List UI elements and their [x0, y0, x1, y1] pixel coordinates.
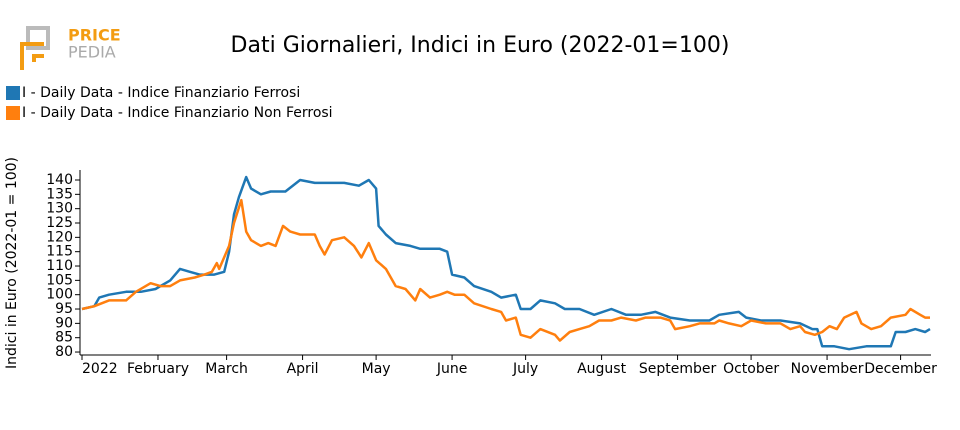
x-tick-label: July: [512, 361, 538, 377]
series-line: [81, 175, 931, 351]
legend-label: I - Daily Data - Indice Finanziario Non …: [22, 105, 333, 121]
y-tick-label: 125: [46, 215, 73, 231]
legend-label: I - Daily Data - Indice Finanziario Ferr…: [22, 85, 300, 101]
y-tick-label: 90: [55, 315, 73, 331]
series-line: [81, 198, 930, 342]
y-tick-label: 135: [46, 186, 73, 202]
y-tick-label: 105: [46, 272, 73, 288]
y-tick-label: 115: [46, 244, 73, 260]
chart-title: Dati Giornalieri, Indici in Euro (2022-0…: [231, 33, 730, 58]
y-axis-title: Indici in Euro (2022-01 = 100): [4, 157, 20, 369]
y-tick-label: 120: [46, 229, 73, 245]
x-tick-label: February: [127, 361, 189, 377]
y-tick-label: 80: [55, 344, 73, 360]
y-tick-label: 130: [46, 201, 73, 217]
x-tick-label: October: [723, 361, 779, 377]
y-tick-label: 140: [46, 172, 73, 188]
logo: PRICE PEDIA: [20, 26, 121, 70]
y-tick-label: 100: [46, 287, 73, 303]
x-tick-label: April: [287, 361, 319, 377]
x-tick-label: March: [205, 361, 248, 377]
logo-mark: [20, 42, 44, 70]
x-tick-label: December: [864, 361, 937, 377]
logo-text: PEDIA: [68, 43, 116, 62]
x-tick-label: August: [577, 361, 627, 377]
logo-mark: [26, 26, 50, 50]
x-tick-label: November: [791, 361, 864, 377]
x-tick-label: May: [362, 361, 391, 377]
x-tick-label: September: [639, 361, 717, 377]
y-tick-label: 110: [46, 258, 73, 274]
y-tick-label: 85: [55, 330, 73, 346]
x-tick-label: 2022: [82, 361, 118, 377]
legend-swatch: [6, 86, 20, 100]
y-tick-label: 95: [55, 301, 73, 317]
legend-swatch: [6, 106, 20, 120]
x-tick-label: June: [436, 361, 468, 377]
logo-text: PRICE: [68, 26, 121, 45]
